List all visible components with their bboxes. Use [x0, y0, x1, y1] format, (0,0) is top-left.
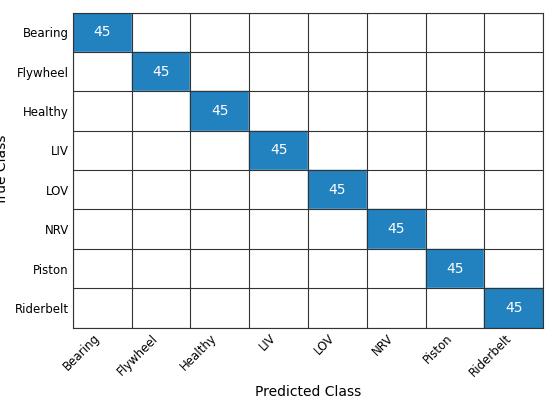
Text: 45: 45	[446, 262, 464, 276]
Bar	[308, 52, 367, 92]
Bar	[484, 249, 543, 288]
Bar	[308, 249, 367, 288]
Bar	[426, 288, 484, 328]
Text: 45: 45	[388, 222, 405, 236]
Bar	[190, 13, 249, 52]
Bar	[426, 92, 484, 131]
Bar	[73, 210, 132, 249]
Bar	[308, 210, 367, 249]
Text: 45: 45	[329, 183, 346, 197]
Bar	[249, 170, 308, 210]
Bar	[367, 92, 426, 131]
Bar	[249, 210, 308, 249]
Bar	[249, 52, 308, 92]
Bar	[308, 288, 367, 328]
Bar	[367, 13, 426, 52]
Bar	[132, 131, 190, 170]
Bar	[132, 249, 190, 288]
Bar	[367, 131, 426, 170]
Bar	[484, 288, 543, 328]
Bar	[484, 170, 543, 210]
Bar	[132, 170, 190, 210]
Bar	[367, 288, 426, 328]
Bar	[73, 249, 132, 288]
Bar	[484, 131, 543, 170]
Bar	[308, 170, 367, 210]
Bar	[249, 249, 308, 288]
Text: 45: 45	[94, 25, 111, 39]
Bar	[73, 13, 132, 52]
Bar	[484, 13, 543, 52]
Bar	[73, 170, 132, 210]
Bar	[367, 249, 426, 288]
Bar	[132, 13, 190, 52]
Text: 45: 45	[505, 301, 522, 315]
Bar	[73, 288, 132, 328]
Text: 45: 45	[270, 143, 287, 158]
Bar	[249, 92, 308, 131]
Bar	[426, 131, 484, 170]
Bar	[190, 249, 249, 288]
Bar	[426, 249, 484, 288]
Bar	[367, 52, 426, 92]
Bar	[484, 92, 543, 131]
Bar	[190, 170, 249, 210]
Bar	[73, 131, 132, 170]
Bar	[367, 170, 426, 210]
Bar	[132, 210, 190, 249]
Bar	[426, 210, 484, 249]
Bar	[426, 13, 484, 52]
Bar	[73, 92, 132, 131]
Bar	[249, 13, 308, 52]
Text: 45: 45	[211, 104, 228, 118]
Bar	[426, 52, 484, 92]
Bar	[249, 131, 308, 170]
Bar	[190, 210, 249, 249]
Bar	[190, 288, 249, 328]
Bar	[484, 52, 543, 92]
Text: 45: 45	[152, 65, 170, 79]
Bar	[308, 131, 367, 170]
Bar	[249, 288, 308, 328]
Bar	[426, 170, 484, 210]
Bar	[190, 92, 249, 131]
Y-axis label: True Class: True Class	[0, 135, 9, 205]
Bar	[132, 52, 190, 92]
Bar	[484, 210, 543, 249]
Bar	[132, 92, 190, 131]
Bar	[132, 288, 190, 328]
Bar	[367, 210, 426, 249]
Bar	[190, 131, 249, 170]
Bar	[73, 52, 132, 92]
X-axis label: Predicted Class: Predicted Class	[255, 385, 361, 399]
Bar	[308, 92, 367, 131]
Bar	[308, 13, 367, 52]
Bar	[190, 52, 249, 92]
